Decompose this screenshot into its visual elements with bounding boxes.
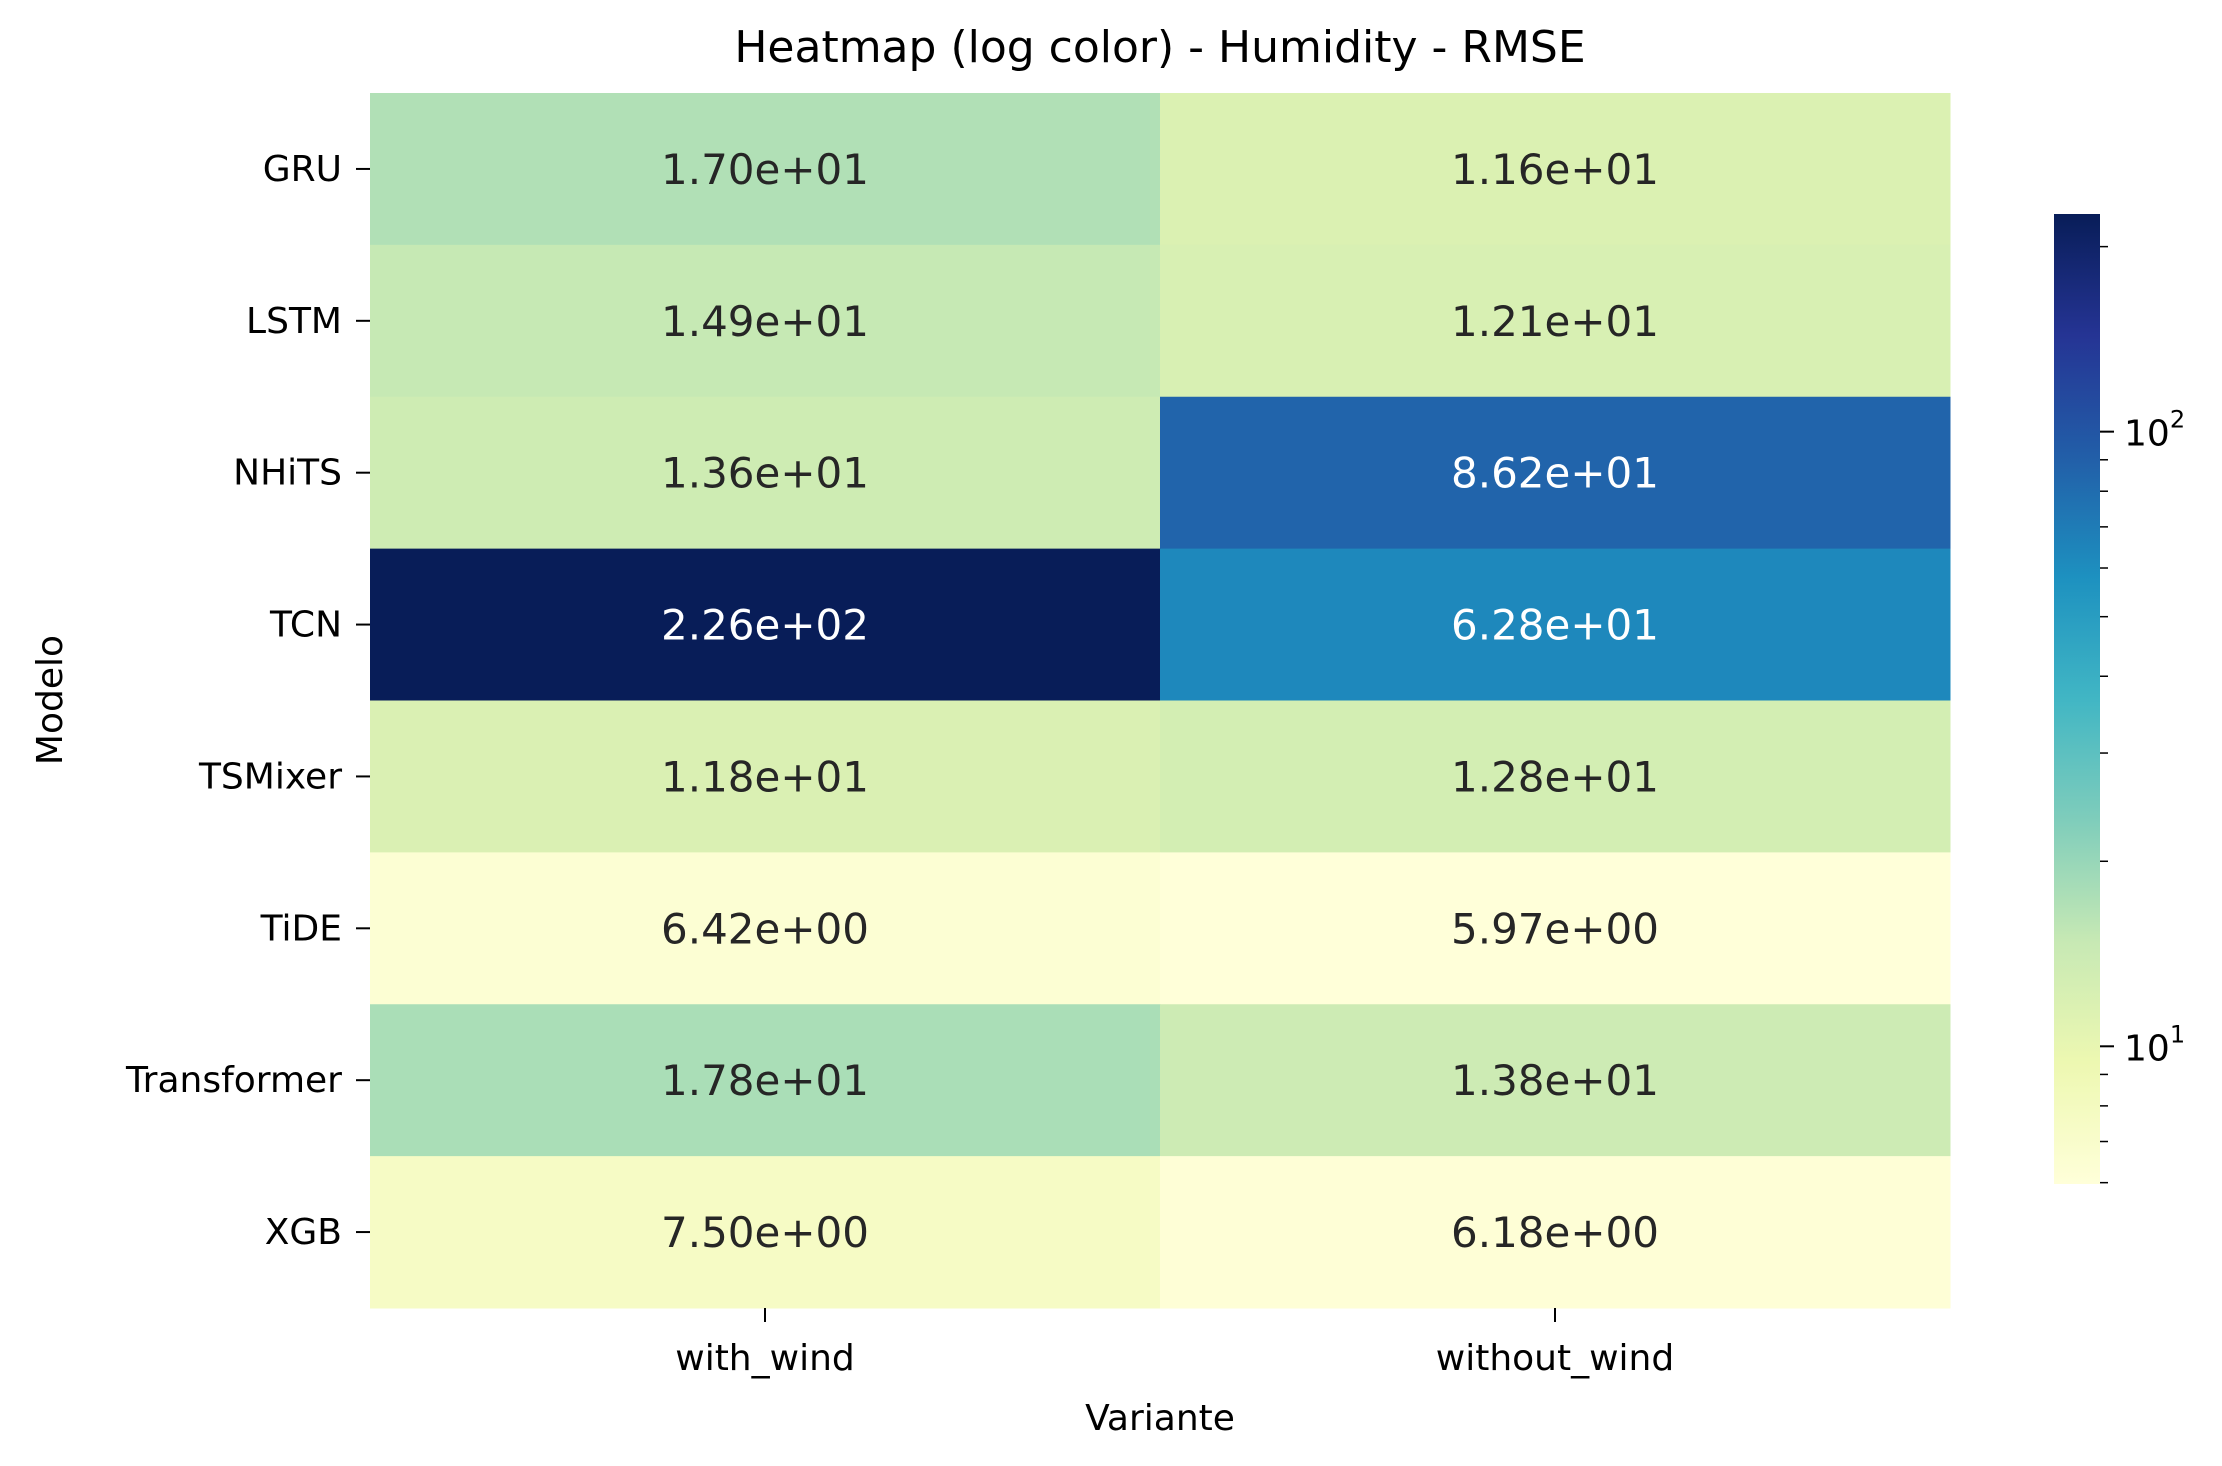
x-axis: with_wind without_wind bbox=[675, 1308, 1674, 1379]
colorbar-tick-label: 101 bbox=[2124, 1020, 2185, 1069]
x-tick-label: with_wind bbox=[675, 1338, 855, 1379]
heatmap-cell-labels: 1.70e+01 1.16e+01 1.49e+01 1.21e+01 1.36e+01… bbox=[661, 145, 1659, 1257]
y-tick-label: GRU bbox=[263, 149, 342, 190]
cell-label: 2.26e+02 bbox=[661, 601, 869, 650]
heatmap-cell bbox=[370, 548, 1161, 701]
cell-label: 7.50e+00 bbox=[661, 1208, 869, 1257]
cell-label: 1.16e+01 bbox=[1451, 145, 1659, 194]
cell-label: 6.42e+00 bbox=[661, 904, 869, 953]
colorbar-tick-label: 102 bbox=[2124, 406, 2185, 455]
cell-label: 1.38e+01 bbox=[1451, 1056, 1659, 1105]
cell-label: 1.28e+01 bbox=[1451, 752, 1659, 801]
heatmap-cell bbox=[370, 396, 1161, 550]
y-axis-label: Modelo bbox=[30, 635, 71, 765]
y-tick-label: TSMixer bbox=[198, 756, 342, 797]
colorbar-gradient bbox=[2054, 214, 2100, 1184]
heatmap-cell bbox=[370, 244, 1161, 398]
y-tick-label: LSTM bbox=[246, 301, 342, 342]
heatmap-cell bbox=[1160, 852, 1951, 1005]
y-tick-label: TCN bbox=[269, 605, 342, 646]
y-tick-label: TiDE bbox=[260, 908, 342, 949]
heatmap-cell bbox=[370, 93, 1161, 246]
y-tick-label: XGB bbox=[265, 1212, 342, 1253]
heatmap-cell bbox=[1160, 1156, 1951, 1309]
cell-label: 1.36e+01 bbox=[661, 449, 869, 498]
y-axis: GRU LSTM NHiTS TCN TSMixer TiDE Transformer XGB bbox=[125, 149, 370, 1253]
cell-label: 6.28e+01 bbox=[1451, 601, 1659, 650]
y-tick-label: Transformer bbox=[125, 1060, 342, 1101]
colorbar-tick-base: 10 bbox=[2124, 414, 2170, 455]
heatmap-cells bbox=[370, 93, 1951, 1309]
heatmap-cell bbox=[1160, 396, 1951, 550]
heatmap-cell bbox=[1160, 548, 1951, 701]
heatmap-cell bbox=[370, 852, 1161, 1005]
cell-label: 1.78e+01 bbox=[661, 1056, 869, 1105]
cell-label: 1.70e+01 bbox=[661, 145, 869, 194]
heatmap-cell bbox=[370, 1004, 1161, 1157]
heatmap-cell bbox=[1160, 244, 1951, 398]
colorbar-tick-exponent: 1 bbox=[2170, 1020, 2185, 1048]
heatmap-cell bbox=[1160, 93, 1951, 246]
cell-label: 1.49e+01 bbox=[661, 297, 869, 346]
cell-label: 8.62e+01 bbox=[1451, 449, 1659, 498]
y-tick-label: NHiTS bbox=[233, 453, 342, 494]
colorbar-tick-exponent: 2 bbox=[2170, 406, 2185, 434]
cell-label: 6.18e+00 bbox=[1451, 1208, 1659, 1257]
colorbar-tick-base: 10 bbox=[2124, 1028, 2170, 1069]
cell-label: 5.97e+00 bbox=[1451, 904, 1659, 953]
cell-label: 1.18e+01 bbox=[661, 752, 869, 801]
chart-title: Heatmap (log color) - Humidity - RMSE bbox=[734, 22, 1585, 73]
cell-label: 1.21e+01 bbox=[1451, 297, 1659, 346]
heatmap-cell bbox=[1160, 1004, 1951, 1157]
heatmap-cell bbox=[370, 700, 1161, 853]
x-axis-label: Variante bbox=[1085, 1398, 1235, 1439]
heatmap-cell bbox=[1160, 700, 1951, 853]
x-tick-label: without_wind bbox=[1436, 1338, 1674, 1379]
heatmap-cell bbox=[370, 1156, 1161, 1309]
